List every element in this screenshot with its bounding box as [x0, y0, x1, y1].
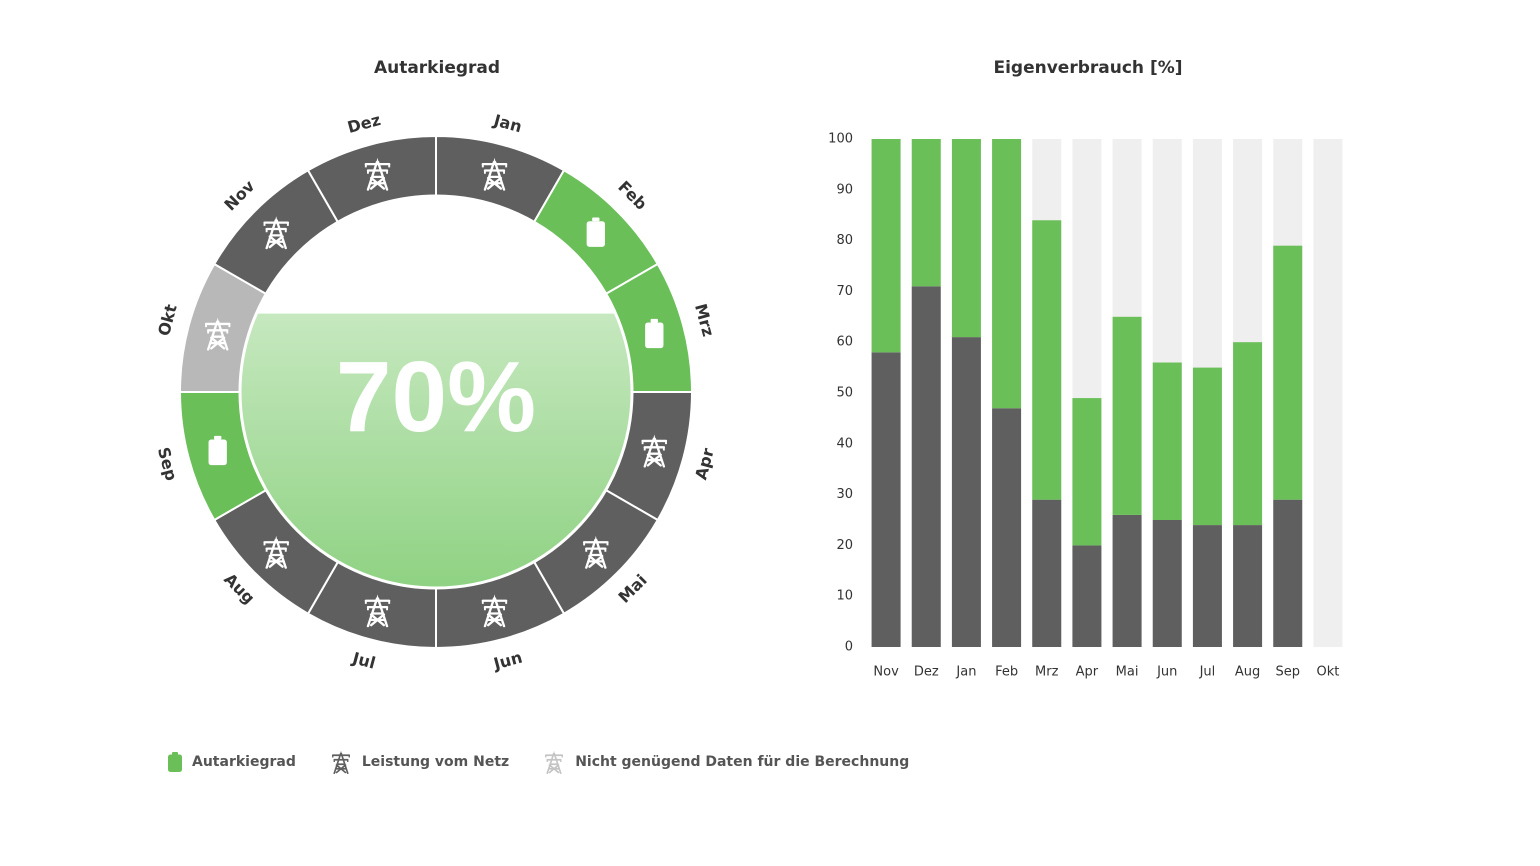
bar-grid-nov	[871, 352, 901, 647]
month-label-okt: Okt	[154, 302, 181, 338]
bar-self-mai	[1112, 316, 1142, 515]
month-label-aug: Aug	[220, 569, 258, 607]
pylon-icon-light	[545, 750, 564, 774]
y-tick-label: 30	[836, 487, 853, 502]
bar-self-aug	[1233, 342, 1263, 526]
bar-self-dez	[911, 139, 941, 287]
pylon-icon	[331, 750, 350, 774]
bar-grid-mrz	[1032, 499, 1062, 647]
y-tick-label: 10	[836, 589, 853, 604]
bar-self-feb	[992, 139, 1022, 409]
legend-item-autarkiegrad: Autarkiegrad	[168, 752, 296, 772]
x-tick-label: Jan	[955, 665, 976, 680]
legend: Autarkiegrad Leistung vom Netz Nicht gen…	[168, 750, 943, 774]
bar-grid-feb	[992, 408, 1022, 647]
y-tick-label: 70	[836, 284, 853, 299]
bar-self-sep	[1273, 245, 1303, 500]
y-tick-label: 90	[836, 182, 853, 197]
month-label-nov: Nov	[220, 176, 258, 214]
x-tick-label: Mrz	[1035, 665, 1059, 680]
bar-self-nov	[871, 139, 901, 353]
y-tick-label: 100	[828, 132, 853, 147]
bar-grid-aug	[1233, 525, 1263, 647]
x-tick-label: Nov	[873, 665, 899, 680]
bar-grid-mai	[1112, 514, 1142, 647]
eigenverbrauch-bar-chart: 0 10 20 30 40 50 60 70 80 90 100 Nov Dez Jan Feb Mrz Apr…	[828, 132, 1343, 680]
x-tick-label: Aug	[1235, 665, 1260, 680]
battery-icon	[208, 435, 227, 466]
eigenverbrauch-title: Eigenverbrauch [%]	[993, 58, 1183, 78]
y-tick-label: 50	[836, 386, 853, 401]
x-tick-label: Apr	[1076, 665, 1099, 680]
legend-label-grid: Leistung vom Netz	[361, 754, 510, 770]
month-label-apr: Apr	[691, 446, 718, 482]
bar-self-jul	[1192, 367, 1222, 526]
x-tick-label: Jul	[1199, 665, 1216, 680]
bar-background-okt	[1313, 139, 1343, 647]
autarkiegrad-title: Autarkiegrad	[373, 58, 501, 78]
y-tick-label: 0	[845, 640, 853, 655]
x-tick-label: Okt	[1316, 665, 1339, 680]
legend-label-autarkiegrad: Autarkiegrad	[192, 754, 296, 770]
bar-grid-dez	[911, 286, 941, 647]
y-tick-label: 40	[836, 436, 853, 451]
bar-grid-jun	[1152, 520, 1182, 647]
legend-label-insufficient: Nicht genügend Daten für die Berechnung	[575, 754, 910, 770]
y-tick-label: 80	[836, 233, 853, 248]
bar-grid-sep	[1273, 499, 1303, 647]
month-label-dez: Dez	[345, 110, 382, 137]
battery-icon	[168, 752, 182, 772]
battery-icon	[586, 217, 605, 247]
bar-self-mrz	[1032, 220, 1062, 500]
autarky-percentage: 70%	[336, 341, 536, 453]
bar-grid-jan	[951, 337, 981, 647]
month-label-feb: Feb	[614, 177, 650, 213]
month-label-mai: Mai	[614, 570, 650, 606]
bar-self-jun	[1152, 362, 1182, 520]
month-label-jan: Jan	[491, 110, 524, 136]
y-tick-label: 20	[836, 538, 853, 553]
month-label-sep: Sep	[154, 445, 181, 483]
month-label-jun: Jun	[491, 648, 525, 674]
x-tick-label: Feb	[995, 665, 1018, 680]
autarkiegrad-radial-chart: Jan Feb Mrz Apr Mai Jun Jul Aug Sep Okt Nov Dez 70%	[154, 110, 718, 674]
x-tick-label: Sep	[1275, 665, 1300, 680]
x-tick-label: Mai	[1116, 665, 1139, 680]
bar-grid-jul	[1192, 525, 1222, 647]
legend-item-grid: Leistung vom Netz	[330, 750, 509, 774]
bar-self-jan	[951, 139, 981, 338]
legend-item-insufficient: Nicht genügend Daten für die Berechnung	[543, 750, 909, 774]
battery-icon	[645, 318, 664, 349]
bar-grid-apr	[1072, 545, 1102, 647]
bar-self-apr	[1072, 398, 1102, 546]
y-tick-label: 60	[836, 335, 853, 350]
month-label-mrz: Mrz	[691, 302, 718, 339]
x-tick-label: Dez	[914, 665, 939, 680]
month-label-jul: Jul	[350, 648, 378, 673]
x-tick-label: Jun	[1156, 665, 1177, 680]
